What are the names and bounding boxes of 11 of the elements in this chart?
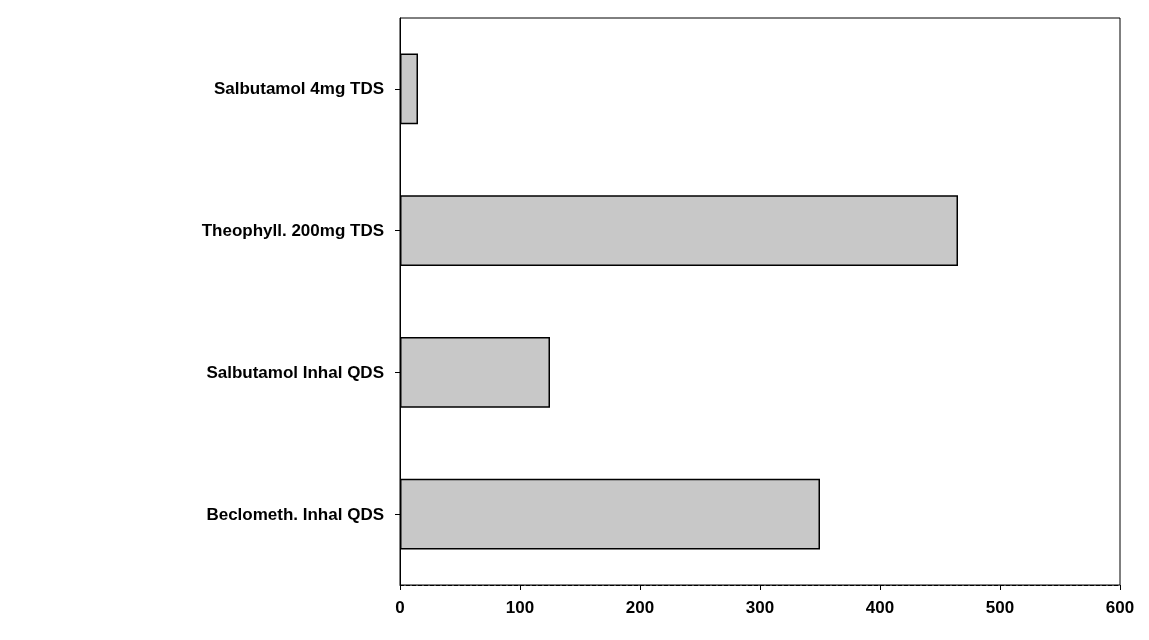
y-tick-label: Salbutamol Inhal QDS xyxy=(206,362,384,382)
x-tick-label: 400 xyxy=(865,598,895,617)
x-tick-label: 300 xyxy=(745,598,775,617)
x-tick-label: 200 xyxy=(625,598,655,617)
x-tick-label: 500 xyxy=(985,598,1015,617)
x-tick-label: 0 xyxy=(395,598,405,617)
y-tick-label: Beclometh. Inhal QDS xyxy=(206,504,384,524)
x-tick-label: 100 xyxy=(505,598,535,617)
y-tick-label: Theophyll. 200mg TDS xyxy=(201,221,384,241)
x-tick-label: 600 xyxy=(1105,598,1135,617)
y-tick-label: Salbutamol 4mg TDS xyxy=(213,79,384,99)
